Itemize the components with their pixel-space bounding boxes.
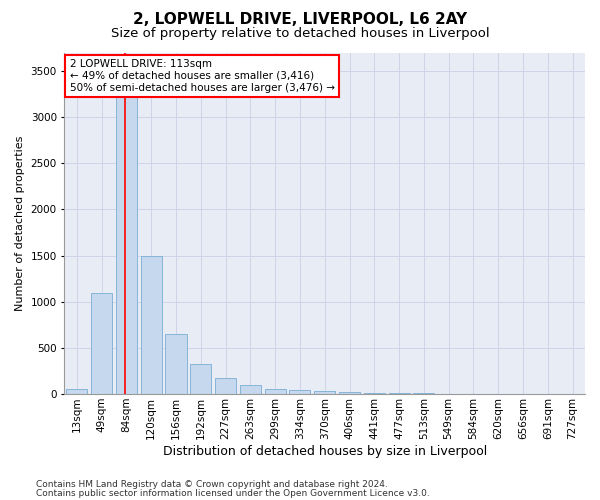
X-axis label: Distribution of detached houses by size in Liverpool: Distribution of detached houses by size … <box>163 444 487 458</box>
Bar <box>339 392 360 394</box>
Bar <box>389 393 410 394</box>
Bar <box>140 256 162 394</box>
Bar <box>190 364 211 394</box>
Text: Contains public sector information licensed under the Open Government Licence v3: Contains public sector information licen… <box>36 489 430 498</box>
Bar <box>314 392 335 394</box>
Bar <box>166 334 187 394</box>
Bar <box>91 294 112 394</box>
Bar <box>265 389 286 394</box>
Bar <box>116 80 137 394</box>
Y-axis label: Number of detached properties: Number of detached properties <box>15 136 25 311</box>
Text: Size of property relative to detached houses in Liverpool: Size of property relative to detached ho… <box>110 28 490 40</box>
Bar <box>67 390 88 394</box>
Text: 2, LOPWELL DRIVE, LIVERPOOL, L6 2AY: 2, LOPWELL DRIVE, LIVERPOOL, L6 2AY <box>133 12 467 28</box>
Bar <box>240 386 261 394</box>
Bar <box>215 378 236 394</box>
Bar <box>364 392 385 394</box>
Bar <box>289 390 310 394</box>
Text: Contains HM Land Registry data © Crown copyright and database right 2024.: Contains HM Land Registry data © Crown c… <box>36 480 388 489</box>
Text: 2 LOPWELL DRIVE: 113sqm
← 49% of detached houses are smaller (3,416)
50% of semi: 2 LOPWELL DRIVE: 113sqm ← 49% of detache… <box>70 60 335 92</box>
